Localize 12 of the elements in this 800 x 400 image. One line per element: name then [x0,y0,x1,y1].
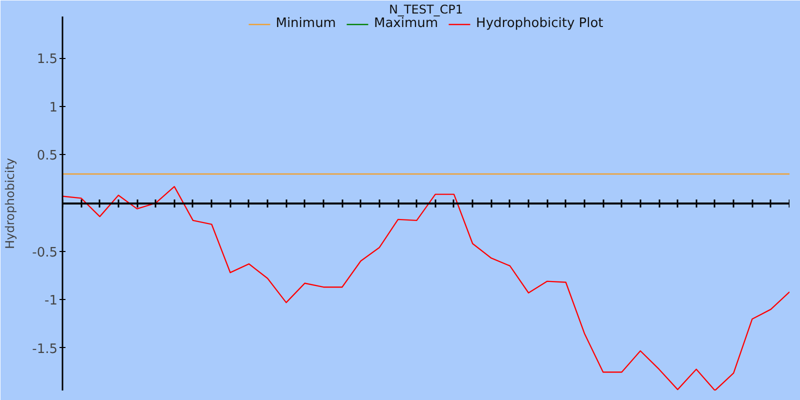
y-tick-label: -0.5 [32,245,58,260]
chart-title: N_TEST_CP1 [388,2,464,16]
y-tick-label: -1 [44,294,58,309]
line-series [62,186,790,390]
y-axis-title: Hydrophobicity [3,158,18,250]
legend-label: Minimum [276,16,336,31]
y-tick-label: 0.5 [36,148,58,164]
y-tick-label: -1.5 [32,342,58,357]
legend-label: Maximum [374,16,438,31]
legend-label: Hydrophobicity Plot [476,16,604,31]
y-tick-label: 1.5 [36,52,58,68]
y-tick-label: 1 [49,100,58,116]
